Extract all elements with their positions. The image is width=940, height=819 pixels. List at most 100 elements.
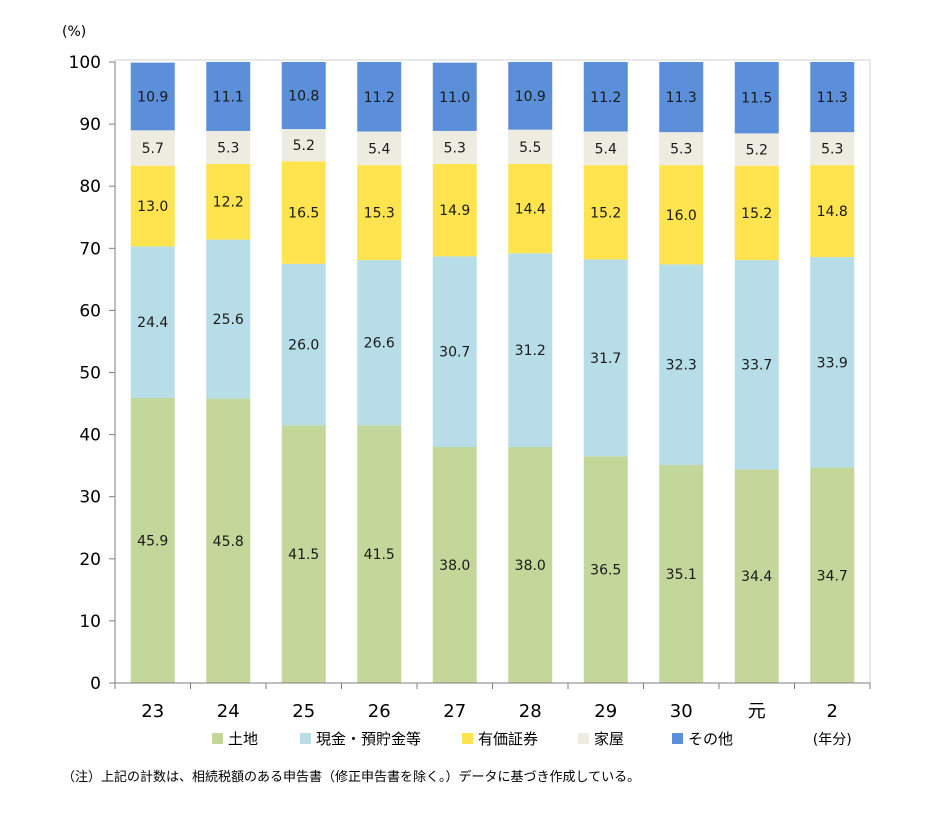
y-tick-label: 50 (79, 364, 101, 384)
bar-segment-3-25 (281, 129, 326, 162)
x-category-label: 28 (519, 701, 542, 722)
bar-value-label: 10.9 (137, 89, 168, 105)
bar-value-label: 25.6 (213, 312, 244, 328)
x-category-label: 27 (443, 701, 466, 722)
legend-label: その他 (688, 730, 733, 748)
bar-value-label: 10.8 (288, 89, 319, 105)
bar-value-label: 15.3 (364, 206, 395, 222)
bar-segment-1-24 (206, 239, 251, 399)
bar-segment-0-26 (357, 425, 402, 683)
bar-segment-3-元 (734, 133, 779, 166)
bar-value-label: 11.0 (439, 90, 470, 106)
bar-segment-3-27 (432, 130, 477, 164)
bar-segment-3-30 (659, 132, 704, 166)
bar-segment-0-30 (659, 465, 704, 683)
legend-swatch (462, 733, 473, 744)
bar-segment-0-28 (508, 447, 553, 683)
bar-segment-1-29 (583, 259, 628, 457)
x-category-label: 23 (141, 701, 164, 722)
chart-note: （注）上記の計数は、相続税額のある申告書（修正申告書を除く。）データに基づき作成… (62, 769, 640, 785)
y-tick-label: 90 (79, 115, 101, 135)
bar-value-label: 38.0 (439, 558, 470, 574)
bar-segment-2-27 (432, 163, 477, 257)
bar-value-label: 31.7 (590, 351, 621, 367)
bar-segment-1-28 (508, 253, 553, 448)
bar-value-label: 5.3 (217, 140, 239, 156)
bar-value-label: 32.3 (666, 358, 697, 374)
bar-value-label: 5.5 (519, 140, 541, 156)
bar-value-label: 15.2 (741, 206, 772, 222)
bar-value-label: 11.3 (817, 90, 848, 106)
y-tick-label: 20 (79, 550, 101, 570)
bar-segment-4-29 (583, 62, 628, 132)
bar-value-label: 15.2 (590, 205, 621, 221)
bar-value-label: 26.0 (288, 338, 319, 354)
y-tick-label: 80 (79, 177, 101, 197)
x-unit-label: (年分) (813, 732, 852, 748)
bar-value-label: 11.1 (213, 89, 244, 105)
bar-segment-2-24 (206, 163, 251, 240)
legend-label: 家屋 (594, 730, 624, 748)
bar-segment-2-2 (810, 165, 855, 257)
bar-segment-3-2 (810, 132, 855, 166)
bar-value-label: 31.2 (515, 343, 546, 359)
bar-segment-2-25 (281, 161, 326, 264)
bar-segment-0-23 (130, 397, 175, 683)
bar-segment-4-24 (206, 62, 251, 131)
bar-value-label: 12.2 (213, 195, 244, 211)
bar-value-label: 11.2 (364, 90, 395, 106)
bar-value-label: 5.7 (142, 141, 164, 157)
y-tick-label: 70 (79, 239, 101, 259)
bar-segment-2-23 (130, 165, 175, 247)
bar-segment-4-元 (734, 62, 779, 134)
bar-value-label: 5.3 (444, 140, 466, 156)
bar-value-label: 35.1 (666, 567, 697, 583)
bar-segment-2-29 (583, 165, 628, 260)
bar-segment-0-元 (734, 469, 779, 683)
bar-value-label: 36.5 (590, 563, 621, 579)
bar-segment-3-28 (508, 129, 553, 164)
bar-value-label: 38.0 (515, 558, 546, 574)
legend-label: 有価証券 (478, 730, 538, 748)
bar-value-label: 5.3 (670, 142, 692, 158)
bar-value-label: 45.8 (213, 534, 244, 550)
bar-value-label: 5.2 (746, 143, 768, 159)
bar-segment-4-30 (659, 62, 704, 133)
bar-segment-3-24 (206, 130, 251, 164)
bar-value-label: 33.9 (817, 355, 848, 371)
bar-value-label: 5.2 (293, 138, 315, 154)
bar-value-label: 5.4 (595, 141, 617, 157)
bar-value-label: 5.3 (821, 142, 843, 158)
bar-segment-4-23 (130, 62, 175, 131)
bar-segment-2-26 (357, 165, 402, 261)
bar-value-label: 26.6 (364, 336, 395, 352)
y-unit-label: (%) (62, 24, 86, 40)
bar-segment-2-30 (659, 165, 704, 265)
bar-segment-4-25 (281, 62, 326, 130)
legend-swatch (672, 733, 683, 744)
bar-segment-0-2 (810, 467, 855, 683)
bar-value-label: 13.0 (137, 199, 168, 215)
bar-segment-1-30 (659, 264, 704, 466)
y-tick-label: 0 (90, 674, 101, 694)
segment-labels-group: 45.9 24.4 13.0 5.7 10.9 45.8 25.6 12.2 5.3 11.1 41… (137, 89, 848, 586)
bar-segment-0-27 (432, 447, 477, 683)
bar-segment-2-28 (508, 163, 553, 254)
x-category-label: 29 (594, 701, 617, 722)
bar-segment-1-23 (130, 246, 175, 398)
legend-swatch (300, 733, 311, 744)
bar-value-label: 16.5 (288, 206, 319, 222)
bars-group (130, 62, 855, 683)
bar-segment-3-29 (583, 131, 628, 166)
bar-segment-4-28 (508, 62, 553, 130)
bar-value-label: 14.8 (817, 204, 848, 220)
legend-label: 土地 (228, 730, 258, 748)
bar-segment-1-26 (357, 260, 402, 426)
x-category-label: 元 (748, 701, 766, 722)
bar-value-label: 11.2 (590, 90, 621, 106)
y-tick-label: 100 (69, 53, 101, 73)
bar-value-label: 11.3 (666, 90, 697, 106)
y-tick-label: 60 (79, 301, 101, 321)
y-tick-label: 40 (79, 426, 101, 446)
